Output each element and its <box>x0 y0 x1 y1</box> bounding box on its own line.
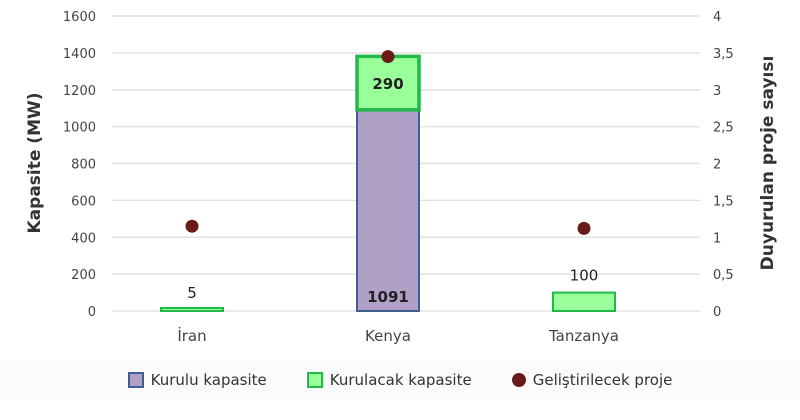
y-tick-label: 1200 <box>63 84 96 99</box>
bar-kurulu-kapasite <box>356 108 420 312</box>
legend-swatch <box>127 372 144 388</box>
y2-tick-label: 2 <box>713 158 721 173</box>
data-point-geliştirilecek-proje <box>577 221 591 235</box>
bar-kurulacak-kapasite <box>552 291 616 312</box>
data-label: 5 <box>187 284 197 302</box>
x-tick-label: Kenya <box>365 327 411 345</box>
legend-swatch <box>306 372 323 388</box>
y-tick-label: 200 <box>71 268 96 283</box>
data-point-geliştirilecek-proje <box>185 219 199 233</box>
y2-axis-title: Duyurulan proje sayısı <box>758 56 778 271</box>
legend-item: Kurulacak kapasite <box>306 371 472 389</box>
data-label: 100 <box>570 267 599 285</box>
y2-tick-label: 0,5 <box>713 268 734 283</box>
legend-label: Kurulacak kapasite <box>329 371 472 389</box>
y2-tick-label: 3,5 <box>713 47 734 62</box>
y2-tick-label: 4 <box>713 10 721 25</box>
data-label: 1091 <box>367 288 409 306</box>
y-tick-label: 800 <box>71 158 96 173</box>
legend-item: Geliştirilecek proje <box>511 371 673 389</box>
legend-marker <box>511 373 526 387</box>
y2-tick-label: 0 <box>713 305 721 320</box>
y-tick-label: 1400 <box>63 47 96 62</box>
y-tick-label: 0 <box>88 305 96 320</box>
legend: Kurulu kapasite Kurulacak kapasite Gelişti… <box>0 360 800 400</box>
chart-svg: 0 200 400 600 800 1000 1200 1400 1600 0 0,5 1 1,5 2 2,… <box>25 10 778 345</box>
y-tick-label: 600 <box>71 194 96 209</box>
y-tick-label: 1000 <box>63 121 96 136</box>
legend-label: Geliştirilecek proje <box>532 371 673 389</box>
y-tick-label: 400 <box>71 231 96 246</box>
legend-item: Kurulu kapasite <box>127 371 267 389</box>
y2-tick-label: 3 <box>713 84 721 99</box>
y2-tick-label: 1,5 <box>713 194 734 209</box>
x-tick-label: Tanzanya <box>548 327 619 345</box>
data-label: 290 <box>372 75 403 93</box>
y-axis-title: Kapasite (MW) <box>25 92 45 233</box>
legend-label: Kurulu kapasite <box>150 371 267 389</box>
y-tick-label: 1600 <box>63 10 96 25</box>
y2-tick-label: 1 <box>713 231 721 246</box>
x-tick-label: İran <box>177 326 206 345</box>
data-point-geliştirilecek-proje <box>381 50 395 64</box>
bar-kurulacak-kapasite <box>160 307 224 312</box>
y2-tick-label: 2,5 <box>713 121 734 136</box>
